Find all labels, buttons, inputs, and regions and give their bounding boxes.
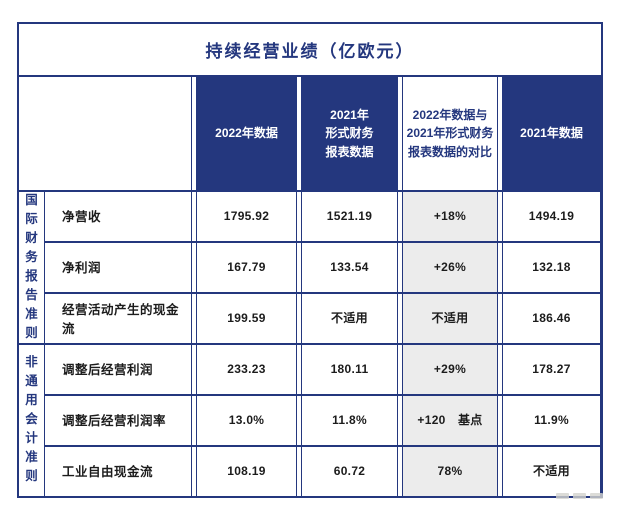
row-label-net-profit: 净利润 xyxy=(49,241,192,292)
table-cell: 186.46 xyxy=(502,292,601,343)
row-group-ifrs-label: 国际财务报告准则 xyxy=(25,192,38,340)
header-corner-cell xyxy=(19,77,192,190)
row-divider-line xyxy=(45,241,601,243)
row-divider-line xyxy=(45,394,601,396)
table-cell-comparison: 不适用 xyxy=(402,292,498,343)
table-cell-comparison: +18% xyxy=(402,190,498,241)
table-cell: 不适用 xyxy=(301,292,398,343)
table-cell: 1494.19 xyxy=(502,190,601,241)
row-group-non-gaap-label: 非通用会计准则 xyxy=(25,355,38,483)
table-cell: 233.23 xyxy=(196,343,297,394)
row-label-adjusted-operating-margin: 调整后经营利润率 xyxy=(49,394,192,445)
table-cell: 167.79 xyxy=(196,241,297,292)
group-divider-line xyxy=(19,343,601,345)
table-cell: 180.11 xyxy=(301,343,398,394)
table-cell-comparison: +26% xyxy=(402,241,498,292)
table-cell: 199.59 xyxy=(196,292,297,343)
watermark xyxy=(556,493,603,499)
table-cell-comparison: 78% xyxy=(402,445,498,496)
row-group-non-gaap: 非通用会计准则 xyxy=(19,343,45,496)
column-header-2021-proforma: 2021年 形式财务 报表数据 xyxy=(301,77,398,190)
table-cell: 133.54 xyxy=(301,241,398,292)
watermark-mark xyxy=(590,493,603,499)
watermark-mark xyxy=(573,493,586,499)
row-label-operating-cash-flow: 经营活动产生的现金流 xyxy=(49,292,192,343)
table-cell: 178.27 xyxy=(502,343,601,394)
table-grid: 2022年数据 2021年 形式财务 报表数据 2022年数据与 2021年形式… xyxy=(19,77,601,496)
row-label-net-revenue: 净营收 xyxy=(49,190,192,241)
row-divider-line xyxy=(45,445,601,447)
row-divider-line xyxy=(45,292,601,294)
table-cell: 11.9% xyxy=(502,394,601,445)
table-cell-comparison: +120 基点 xyxy=(402,394,498,445)
watermark-mark xyxy=(556,493,569,499)
header-bottom-line xyxy=(19,190,601,192)
row-group-ifrs: 国际财务报告准则 xyxy=(19,190,45,343)
table-cell: 13.0% xyxy=(196,394,297,445)
table-cell: 不适用 xyxy=(502,445,601,496)
table-cell-comparison: +29% xyxy=(402,343,498,394)
column-header-2022-data: 2022年数据 xyxy=(196,77,297,190)
column-header-comparison: 2022年数据与 2021年形式财务 报表数据的对比 xyxy=(402,77,498,190)
table-cell: 1795.92 xyxy=(196,190,297,241)
table-cell: 60.72 xyxy=(301,445,398,496)
performance-table: 持续经营业绩（亿欧元） 2022年数据 2021年 形式财务 报表数据 2022… xyxy=(17,22,603,498)
table-cell: 1521.19 xyxy=(301,190,398,241)
table-cell: 108.19 xyxy=(196,445,297,496)
row-label-industrial-free-cash-flow: 工业自由现金流 xyxy=(49,445,192,496)
table-title: 持续经营业绩（亿欧元） xyxy=(19,24,601,77)
column-header-2021-data: 2021年数据 xyxy=(502,77,601,190)
table-cell: 132.18 xyxy=(502,241,601,292)
row-label-adjusted-operating-profit: 调整后经营利润 xyxy=(49,343,192,394)
table-cell: 11.8% xyxy=(301,394,398,445)
